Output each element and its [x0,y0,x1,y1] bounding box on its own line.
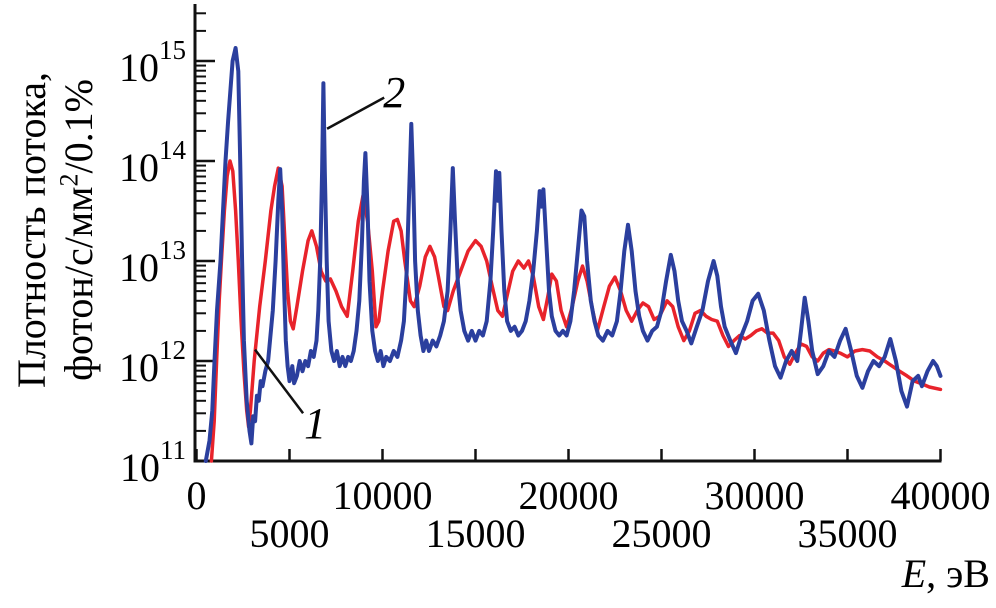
x-tick-label: 35000 [798,511,898,556]
x-tick-label: 30000 [705,473,805,518]
x-tick-label: 15000 [426,511,526,556]
data-curves [203,46,943,463]
x-axis-title: E, эВ [902,550,990,597]
axis-ticks [195,12,942,463]
curve-1 [209,159,943,463]
y-tick-label: 1012 [119,335,186,390]
x-tick-label: 20000 [519,473,619,518]
y-axis-title-line1: Плотность потока, [9,71,54,389]
axes [193,4,942,463]
y-tick-label: 1013 [119,235,186,290]
superscript-2: 2 [54,173,84,187]
y-axis-title-line2: фотон/с/мм2/0.1% [54,79,101,381]
x-tick-label: 10000 [333,473,433,518]
x-tick-label: 5000 [250,511,330,556]
x-tick-label: 0 [187,473,207,518]
y-tick-label: 1015 [119,35,186,90]
axis-tick-labels: 0 500010000150002000025000300003500040000… [119,35,991,556]
curve-label-2: 2 [383,68,405,117]
y-tick-label: 1014 [119,135,187,190]
callout-line-1 [254,348,305,415]
callout-line-2 [326,96,385,130]
x-tick-label: 25000 [612,511,712,556]
x-tick-label: 40000 [891,473,991,518]
curve-2 [203,46,943,463]
x-axis-variable: E [901,551,927,596]
curve-label-1: 1 [304,399,326,448]
curve-annotations: 12 [254,68,405,448]
x-axis-unit: , эВ [926,551,990,596]
y-tick-label: 1011 [120,435,186,490]
y-axis-title: Плотность потока, фотон/с/мм2/0.1% [8,0,104,460]
